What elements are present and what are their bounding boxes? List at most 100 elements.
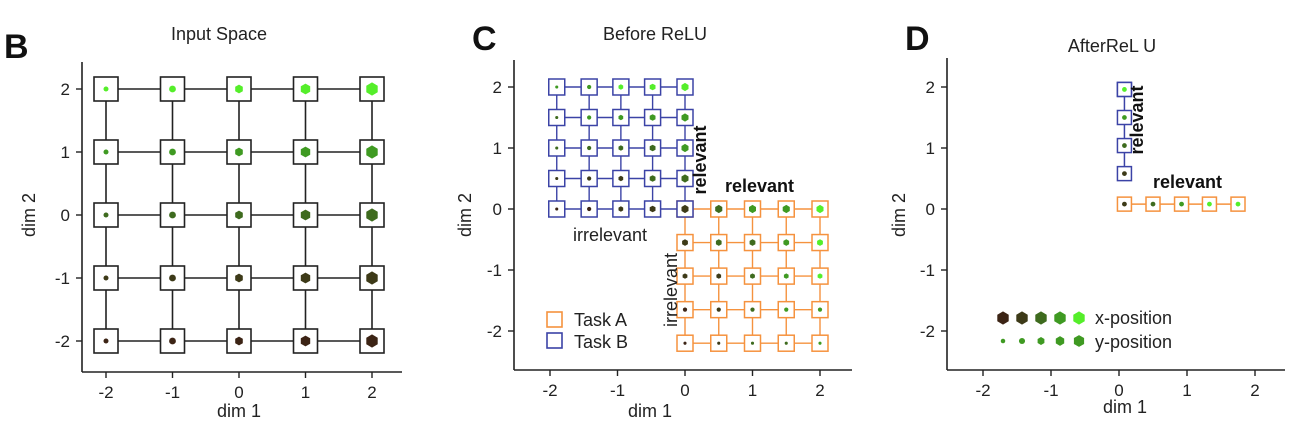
c-task-b-data-point <box>587 206 592 212</box>
annotation-relevant-task-b-d: relevant <box>1127 85 1147 154</box>
d-legend-x-position-marker <box>997 311 1009 325</box>
d-y-tick-label: -1 <box>920 261 935 280</box>
c-task-b-data-point <box>587 115 592 120</box>
axes-c: -2 -1 0 1 2 -2 -1 0 1 2 <box>487 60 852 400</box>
b-data-point <box>235 147 243 157</box>
panel-letter-b: B <box>4 28 29 66</box>
c-task-a-data-point <box>816 204 824 214</box>
c-task-a-data-point <box>715 204 723 214</box>
c-task-a-data-point <box>716 307 721 312</box>
c-task-b-data-point <box>681 113 689 122</box>
xlabel-d: dim 1 <box>1103 397 1147 417</box>
d-task-a-data-point <box>1150 201 1156 207</box>
b-data-point <box>103 86 109 92</box>
c-task-a-data-point <box>749 204 756 214</box>
b-y-tick-label: -2 <box>55 332 70 351</box>
b-data-point <box>169 337 176 345</box>
c-task-a-data-point <box>716 273 722 279</box>
d-legend-x-position-marker <box>1073 311 1085 325</box>
c-task-a-data-point <box>683 341 687 345</box>
c-task-b-data-point <box>618 206 624 212</box>
title-d: AfterReL U <box>1068 36 1156 56</box>
c-task-a-data-point <box>750 273 755 279</box>
c-task-a-data-point <box>817 239 823 246</box>
c-task-b-data-point <box>555 176 559 181</box>
legend-swatch-task-b <box>546 332 563 349</box>
c-x-tick-label: 0 <box>680 381 689 400</box>
c-y-tick-label: -1 <box>487 261 502 280</box>
c-x-tick-label: 1 <box>748 381 757 400</box>
b-data-point <box>366 82 378 96</box>
d-legend-y-position-marker <box>1055 336 1065 346</box>
panel-d: D AfterReL U -2 -1 0 1 2 -2 -1 0 1 2 relevant rel… <box>889 20 1285 417</box>
d-legend-y-position-marker <box>1000 338 1006 344</box>
d-x-tick-label: 2 <box>1250 381 1259 400</box>
b-node-box <box>93 139 119 165</box>
title-c: Before ReLU <box>603 24 707 44</box>
legend-label-task-b: Task B <box>574 332 628 352</box>
c-task-b-data-point <box>649 205 656 213</box>
c-task-b-data-point <box>587 176 592 181</box>
b-node-box <box>159 202 186 228</box>
marks-d <box>1116 81 1246 212</box>
c-task-b-data-point <box>555 207 559 211</box>
d-x-tick-label: -2 <box>975 381 990 400</box>
c-task-a-data-point <box>749 239 756 246</box>
c-task-b-data-point <box>555 85 559 89</box>
d-task-b-data-point <box>1122 87 1127 92</box>
panel-letter-c: C <box>472 20 497 58</box>
marks-c <box>548 78 829 352</box>
b-data-point <box>300 272 311 284</box>
c-y-tick-label: 1 <box>493 139 502 158</box>
c-task-b-data-point <box>618 145 624 151</box>
b-node-box <box>159 328 186 354</box>
b-data-point <box>366 271 378 285</box>
d-task-a-data-point <box>1207 201 1212 207</box>
c-task-b-data-point <box>649 83 656 91</box>
c-task-a-data-point <box>715 239 722 246</box>
b-y-tick-label: 0 <box>61 206 70 225</box>
d-legend-y-position-marker <box>1073 335 1085 347</box>
b-y-tick-label: -1 <box>55 269 70 288</box>
d-legend-x-position-marker <box>1054 311 1066 325</box>
b-x-tick-label: -1 <box>165 383 180 402</box>
ylabel-c: dim 2 <box>455 193 475 237</box>
d-y-tick-label: 2 <box>926 78 935 97</box>
b-data-point <box>300 146 311 158</box>
b-data-point <box>103 212 109 218</box>
d-x-tick-label: 1 <box>1182 381 1191 400</box>
title-b: Input Space <box>171 24 267 44</box>
b-data-point <box>235 336 243 346</box>
d-task-a-data-point <box>1179 201 1184 207</box>
d-task-b-data-point <box>1122 143 1127 148</box>
d-legend-x-position-marker <box>1035 311 1047 325</box>
b-data-point <box>300 335 311 347</box>
annotation-irrelevant-task-a: irrelevant <box>661 253 681 327</box>
legend-label-x-position: x-position <box>1095 308 1172 328</box>
ylabel-b: dim 2 <box>19 193 39 237</box>
c-task-b-data-point <box>681 82 689 92</box>
b-x-tick-label: 2 <box>367 383 376 402</box>
c-task-a-data-point <box>817 307 823 312</box>
b-data-point <box>103 149 109 155</box>
b-node-box <box>292 328 319 354</box>
d-task-b-data-point <box>1122 171 1127 176</box>
d-task-a-data-point <box>1122 201 1127 207</box>
c-task-b-data-point <box>618 175 624 182</box>
b-data-point <box>169 274 176 282</box>
d-y-tick-label: 1 <box>926 139 935 158</box>
c-x-tick-label: 2 <box>815 381 824 400</box>
c-task-a-data-point <box>784 307 789 312</box>
d-legend-y-position-marker <box>1037 337 1045 345</box>
axes-b: -2 -1 0 1 2 -2 -1 0 1 2 <box>55 62 402 402</box>
b-data-point <box>103 338 109 344</box>
b-data-point <box>366 145 378 159</box>
b-data-point <box>300 209 311 221</box>
legend-label-task-a: Task A <box>574 310 627 330</box>
panel-c: C Before ReLU -2 -1 0 1 2 -2 -1 0 1 2 relevant re… <box>455 20 852 421</box>
c-task-a-data-point <box>818 341 822 345</box>
legend-d <box>997 311 1085 347</box>
c-x-tick-label: -1 <box>610 381 625 400</box>
c-task-b-data-point <box>618 84 624 90</box>
b-data-point <box>103 275 109 281</box>
